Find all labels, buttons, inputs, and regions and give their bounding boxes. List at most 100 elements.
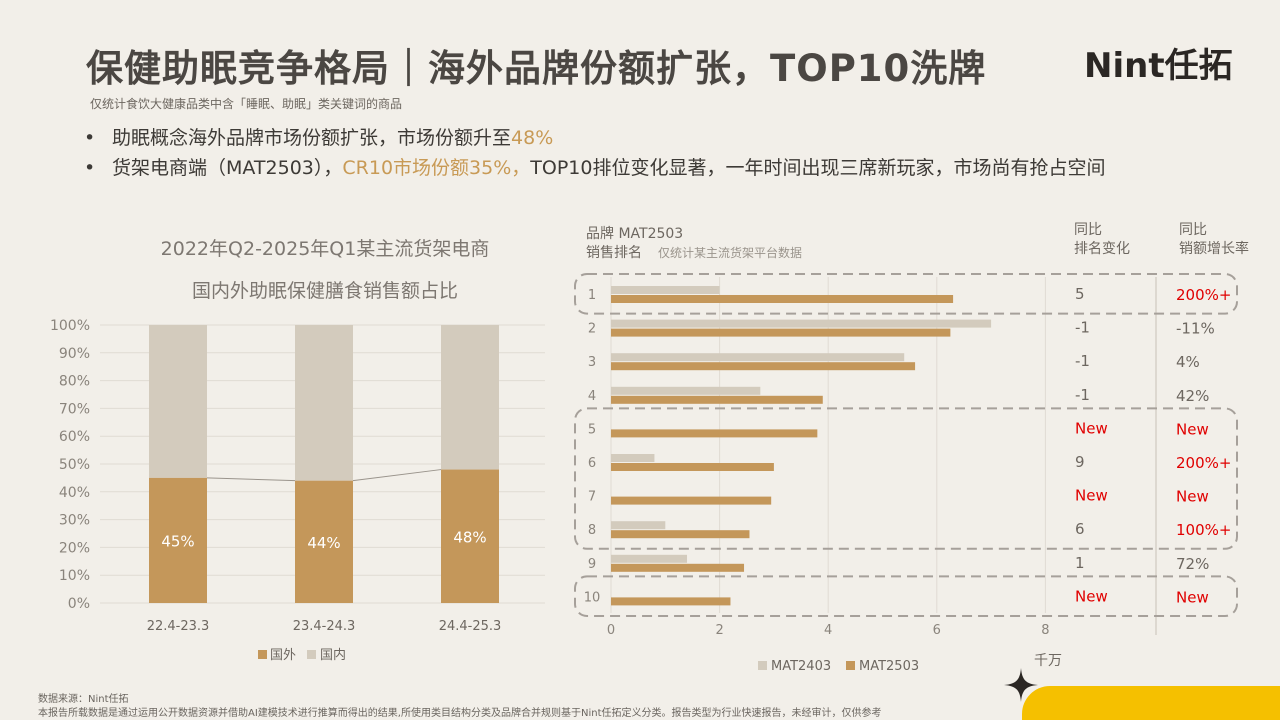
rank-change-value: -1 [1075,386,1090,404]
footer-disclaimer: 本报告所载数据是通过运用公开数据资源并借助AI建模技术进行推算而得出的结果,所使… [38,708,882,719]
legend-swatch-mat2503 [846,661,855,670]
connector-line [352,469,442,482]
header-rank-change-line2: 排名变化 [1074,241,1130,257]
bar-mat2403 [611,454,655,462]
rank-change-value: New [1075,587,1108,605]
bar-mat2403 [611,319,992,328]
bar-mat2503 [611,496,772,505]
growth-value: 100%+ [1176,521,1231,539]
connector-line [206,477,296,482]
bar-foreign [441,469,499,603]
bar-domestic [441,325,499,470]
yellow-corner-decoration [1022,686,1280,720]
legend-swatch-domestic [307,650,316,659]
rank-label: 8 [588,523,596,538]
rank-change-value: New [1075,419,1108,437]
growth-value: New [1176,588,1209,606]
share-stacked-bar-chart: 0% 10% 20% 30% 40% 50% 60% 70% 80% 90% 100% 45% 22.4… [50,318,545,663]
legend-label-mat2403: MAT2403 [771,659,831,674]
highlight-box [574,407,1238,550]
growth-value: 200%+ [1176,286,1231,304]
bar-mat2503 [611,597,731,606]
y-tick-label: 20% [59,540,90,556]
key-findings: • 助眠概念海外品牌市场份额扩张，市场份额升至48% • 货架电商端（MAT2503… [84,123,1105,183]
bar-mat2403 [611,353,905,362]
growth-value: 72% [1176,555,1209,573]
x-tick-label: 8 [1041,623,1049,638]
left-chart-title-line2: 国内外助眠保健膳食销售额占比 [191,280,458,302]
data-label: 45% [161,532,194,550]
y-tick-label: 90% [59,346,90,362]
y-tick-label: 10% [59,568,90,584]
brand-ranking-bar-chart: 品牌 MAT2503 销售排名 仅统计某主流货架平台数据 同比 排名变化 同比 … [574,222,1249,674]
left-chart-title-line1: 2022年Q2-2025年Q1某主流货架电商 [160,238,490,260]
rank-change-value: -1 [1075,352,1090,370]
rank-change-value: New [1075,487,1108,505]
bar-mat2503 [611,563,745,572]
rank-label: 4 [588,389,596,404]
rank-label: 2 [588,322,596,337]
rank-label: 10 [584,590,601,605]
header-rank-change-line1: 同比 [1074,222,1102,238]
rank-change-value: -1 [1075,319,1090,337]
x-tick-label: 22.4-23.3 [147,619,210,634]
y-tick-label: 0% [68,596,90,612]
bar-foreign [149,477,207,603]
header-growth-line1: 同比 [1179,222,1207,238]
y-tick-label: 80% [59,374,90,390]
rank-label: 7 [588,490,596,505]
x-tick-label: 23.4-24.3 [293,619,356,634]
finding-item: • 助眠概念海外品牌市场份额扩张，市场份额升至48% [84,127,554,149]
y-tick-label: 50% [59,457,90,473]
header-growth-line2: 销额增长率 [1179,240,1249,257]
legend-label-domestic: 国内 [320,647,346,663]
bar-domestic [149,325,207,478]
bar-mat2403 [611,286,720,294]
legend-swatch-foreign [258,650,267,659]
y-tick-label: 100% [50,318,90,334]
rank-change-value: 5 [1075,285,1085,303]
y-tick-label: 70% [59,401,90,417]
x-tick-label: 24.4-25.3 [439,619,502,634]
bar-foreign [295,480,353,603]
x-tick-label: 4 [824,623,832,638]
data-label: 48% [453,528,486,546]
y-tick-label: 60% [59,429,90,445]
rank-label: 9 [588,557,596,572]
x-tick-label: 0 [607,623,615,638]
y-tick-label: 30% [59,513,90,529]
bar-mat2503 [611,463,774,471]
growth-value: 4% [1176,353,1200,371]
bar-domestic [295,325,353,481]
rank-change-value: 9 [1075,453,1085,471]
data-label: 44% [307,534,340,552]
rank-label: 5 [588,422,596,437]
x-tick-label: 2 [715,623,723,638]
growth-value: New [1176,488,1209,506]
unit-label: 千万 [1034,653,1062,669]
finding-item: • 货架电商端（MAT2503），CR10市场份额35%，TOP10排位变化显著，… [84,157,1106,179]
rank-change-value: 1 [1075,554,1085,572]
bar-mat2503 [611,530,750,539]
footer-source: 数据来源：Nint任拓 [38,694,129,705]
legend-label-mat2503: MAT2503 [859,659,919,674]
bar-mat2503 [611,328,951,337]
growth-value: 200%+ [1176,454,1231,472]
brand-logo: Nint任拓 [1084,46,1233,86]
highlight-box [574,575,1238,618]
header-subnote: 仅统计某主流货架平台数据 [658,245,802,260]
growth-value: 42% [1176,387,1209,405]
rank-label: 1 [588,288,596,303]
growth-value: -11% [1176,320,1215,338]
bar-mat2403 [611,554,688,563]
rank-change-value: 6 [1075,520,1085,538]
rank-label: 3 [588,355,596,370]
header-rank-line1: 品牌 MAT2503 [586,225,683,242]
rank-label: 6 [588,456,596,471]
y-tick-label: 40% [59,485,90,501]
scope-note: 仅统计食饮大健康品类中含「睡眠、助眠」类关键词的商品 [90,97,403,111]
bar-mat2503 [611,362,916,371]
bar-mat2403 [611,521,666,530]
bar-mat2503 [611,429,818,438]
